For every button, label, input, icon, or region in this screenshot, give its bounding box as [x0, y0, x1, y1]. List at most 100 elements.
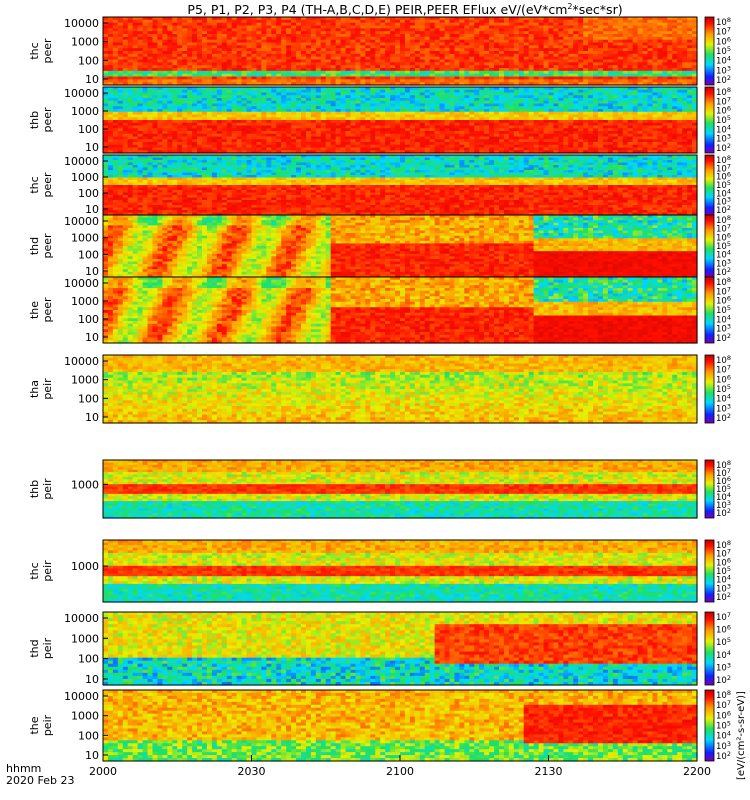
heatmap-cell — [276, 59, 282, 63]
heatmap-cell — [107, 19, 114, 24]
heatmap-cell — [350, 51, 357, 55]
heatmap-cell — [602, 53, 609, 58]
heatmap-cell — [588, 70, 594, 75]
heatmap-cell — [622, 56, 629, 61]
heatmap-cell — [494, 42, 500, 46]
heatmap-cell — [533, 59, 540, 63]
heatmap-cell — [503, 73, 510, 78]
heatmap-cell — [231, 70, 238, 75]
heatmap-cell — [395, 17, 401, 21]
heatmap-cell — [533, 31, 540, 35]
heatmap-cell — [360, 73, 366, 78]
heatmap-cell — [296, 19, 302, 24]
heatmap-cell — [434, 82, 441, 86]
heatmap-cell — [687, 25, 693, 29]
heatmap-cell — [281, 34, 287, 38]
heatmap-cell — [340, 56, 347, 61]
heatmap-cell — [221, 22, 228, 27]
heatmap-cell — [513, 51, 520, 55]
heatmap-cell — [103, 79, 109, 83]
heatmap-cell — [281, 82, 287, 86]
heatmap-cell — [395, 82, 401, 86]
heatmap-cell — [657, 39, 663, 44]
heatmap-cell — [197, 45, 203, 49]
heatmap-cell — [449, 31, 456, 35]
heatmap-cell — [291, 25, 297, 29]
heatmap-cell — [162, 39, 168, 44]
heatmap-cell — [286, 65, 292, 69]
heatmap-cell — [434, 59, 441, 63]
heatmap-cell — [122, 45, 129, 49]
heatmap-cell — [612, 25, 619, 29]
heatmap-cell — [330, 51, 337, 55]
heatmap-cell — [360, 36, 366, 41]
heatmap-cell — [147, 48, 154, 52]
heatmap-cell — [122, 28, 129, 32]
heatmap-cell — [117, 59, 124, 63]
heatmap-cell — [652, 45, 658, 49]
heatmap-cell — [291, 45, 297, 49]
heatmap-cell — [286, 25, 292, 29]
heatmap-cell — [459, 25, 465, 29]
heatmap-cell — [632, 62, 639, 66]
heatmap-cell — [310, 73, 317, 78]
heatmap-cell — [256, 51, 262, 55]
heatmap-cell — [558, 25, 564, 29]
heatmap-cell — [652, 68, 658, 72]
heatmap-cell — [360, 45, 366, 49]
heatmap-cell — [523, 56, 530, 61]
heatmap-cell — [553, 39, 559, 44]
heatmap-cell — [261, 68, 267, 72]
heatmap-cell — [162, 59, 168, 63]
heatmap-cell — [325, 42, 332, 46]
heatmap-cell — [518, 53, 525, 58]
heatmap-cell — [350, 42, 357, 46]
heatmap-cell — [484, 42, 490, 46]
heatmap-cell — [588, 25, 594, 29]
heatmap-cell — [325, 39, 332, 44]
heatmap-cell — [286, 31, 292, 35]
heatmap-cell — [667, 68, 673, 72]
heatmap-cell — [598, 62, 604, 66]
heatmap-cell — [439, 59, 446, 63]
heatmap-cell — [538, 76, 545, 80]
heatmap-cell — [286, 36, 292, 41]
heatmap-cell — [305, 25, 312, 29]
heatmap-cell — [657, 56, 663, 61]
heatmap-cell — [632, 22, 639, 27]
heatmap-cell — [627, 76, 634, 80]
heatmap-cell — [548, 19, 555, 24]
heatmap-cell — [642, 39, 649, 44]
heatmap-cell — [231, 17, 238, 21]
heatmap-cell — [142, 36, 149, 41]
heatmap-cell — [637, 53, 644, 58]
heatmap-cell — [296, 62, 302, 66]
heatmap-cell — [315, 34, 322, 38]
heatmap-cell — [583, 25, 589, 29]
heatmap-cell — [375, 48, 381, 52]
heatmap-cell — [192, 68, 198, 72]
heatmap-cell — [494, 39, 500, 44]
heatmap-cell — [296, 28, 302, 32]
heatmap-cell — [197, 42, 203, 46]
heatmap-cell — [365, 28, 371, 32]
heatmap-cell — [528, 82, 535, 86]
heatmap-cell — [162, 42, 168, 46]
heatmap-cell — [355, 73, 361, 78]
heatmap-cell — [474, 51, 480, 55]
heatmap-cell — [637, 68, 644, 72]
heatmap-cell — [132, 39, 139, 44]
heatmap-cell — [122, 73, 129, 78]
heatmap-cell — [499, 82, 505, 86]
heatmap-cell — [192, 28, 198, 32]
heatmap-cell — [345, 51, 352, 55]
heatmap-cell — [157, 76, 163, 80]
heatmap-cell — [132, 36, 139, 41]
heatmap-cell — [404, 34, 411, 38]
heatmap-cell — [231, 68, 238, 72]
heatmap-cell — [231, 59, 238, 63]
heatmap-cell — [375, 70, 381, 75]
heatmap-cell — [662, 53, 668, 58]
heatmap-cell — [122, 76, 129, 80]
heatmap-cell — [122, 51, 129, 55]
